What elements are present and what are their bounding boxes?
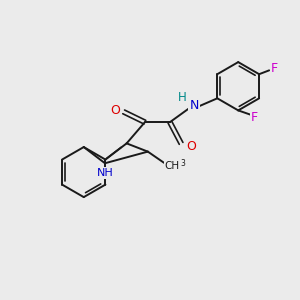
Text: F: F [251, 111, 258, 124]
Text: H: H [178, 91, 187, 104]
Text: CH: CH [165, 161, 180, 171]
Text: O: O [187, 140, 196, 153]
Text: O: O [110, 104, 120, 117]
Text: F: F [271, 62, 278, 75]
Text: 3: 3 [180, 159, 185, 168]
Text: N: N [189, 99, 199, 112]
Text: NH: NH [97, 168, 114, 178]
